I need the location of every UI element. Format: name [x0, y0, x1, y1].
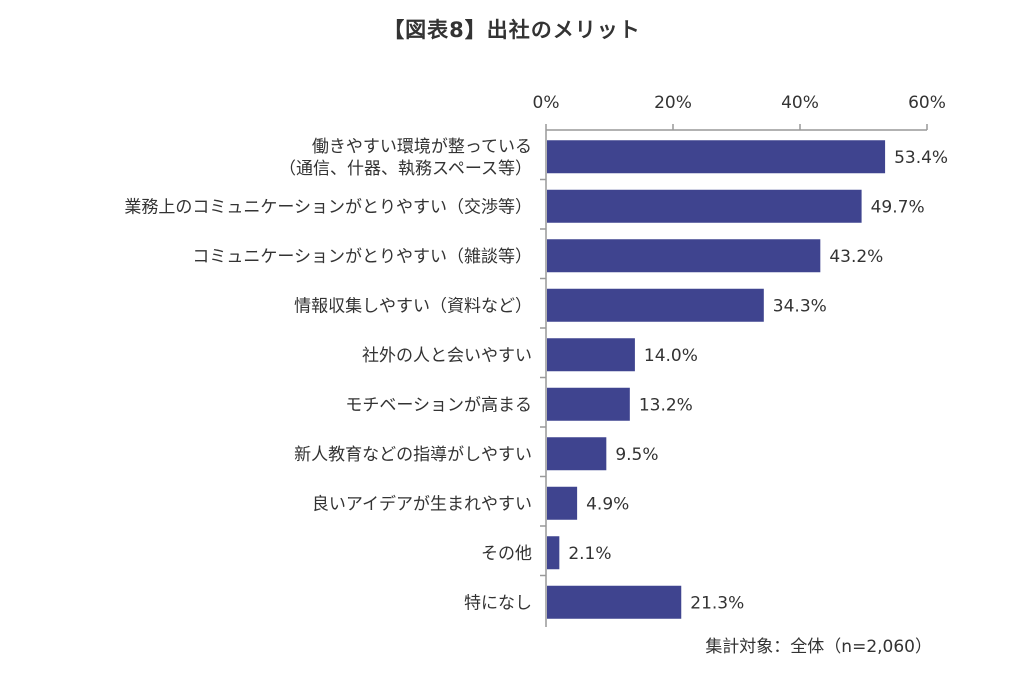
- category-label: 業務上のコミュニケーションがとりやすい（交渉等）: [124, 197, 532, 217]
- bar: [547, 189, 862, 223]
- x-tick-label: 60%: [908, 93, 946, 113]
- bar: [547, 437, 607, 471]
- value-label: 13.2%: [639, 395, 693, 415]
- bar: [547, 140, 886, 174]
- category-label: 社外の人と会いやすい: [362, 346, 532, 366]
- bar: [547, 486, 578, 520]
- value-label: 2.1%: [568, 544, 611, 564]
- bar: [547, 239, 821, 273]
- value-label: 53.4%: [894, 148, 948, 168]
- value-label: 34.3%: [773, 296, 827, 316]
- bar: [547, 288, 764, 322]
- category-label: 良いアイデアが生まれやすい: [312, 493, 532, 514]
- value-label: 9.5%: [615, 445, 658, 465]
- category-label: コミュニケーションがとりやすい（雑談等）: [192, 247, 532, 267]
- sample-note: 集計対象：全体（n=2,060）: [705, 637, 932, 657]
- bar: [547, 387, 630, 421]
- category-label: 特になし: [464, 593, 532, 613]
- value-label: 14.0%: [644, 346, 698, 366]
- category-label: 情報収集しやすい（資料など）: [294, 296, 532, 316]
- chart-title: 【図表8】出社のメリット: [383, 18, 641, 42]
- bar: [547, 338, 635, 372]
- value-label: 43.2%: [829, 247, 883, 267]
- x-tick-label: 0%: [533, 93, 560, 113]
- category-label: （通信、什器、執務スペース等）: [279, 159, 532, 179]
- x-tick-label: 40%: [781, 93, 819, 113]
- category-label: モチベーションが高まる: [345, 395, 532, 415]
- category-label: 新人教育などの指導がしやすい: [294, 445, 532, 465]
- x-tick-label: 20%: [654, 93, 692, 113]
- category-label: その他: [481, 544, 532, 564]
- bar: [547, 585, 682, 619]
- value-label: 4.9%: [586, 494, 629, 514]
- bar: [547, 536, 560, 570]
- category-label: 働きやすい環境が整っている: [312, 137, 532, 157]
- value-label: 49.7%: [871, 197, 925, 217]
- value-label: 21.3%: [690, 593, 744, 613]
